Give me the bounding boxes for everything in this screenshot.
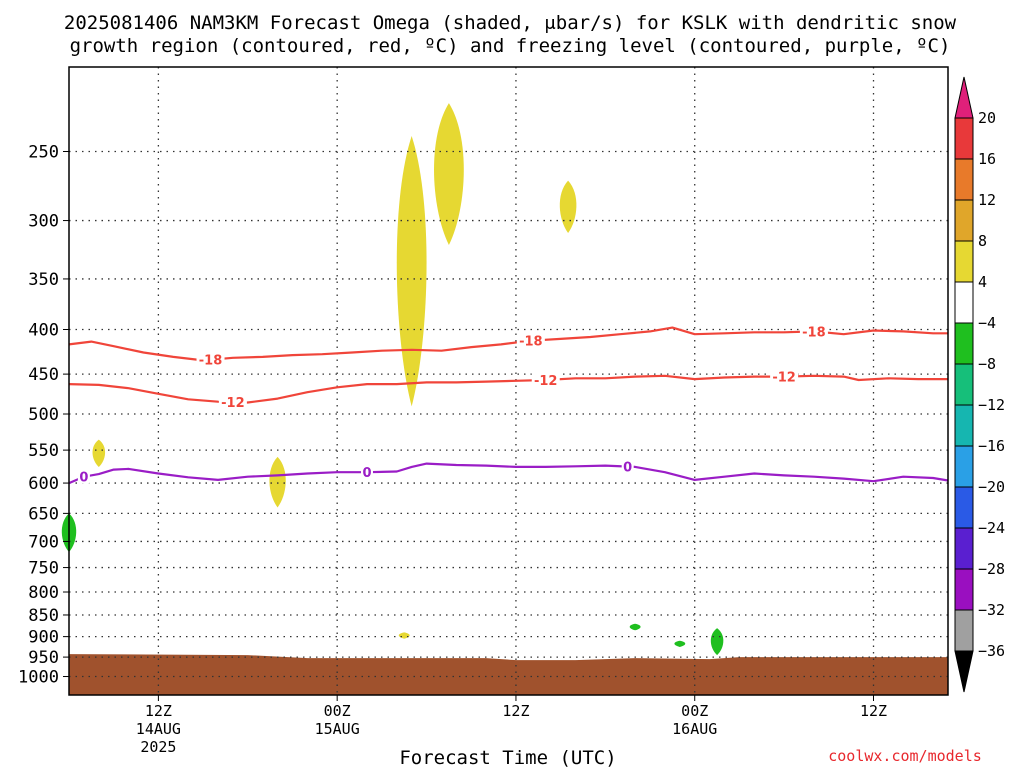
contour-label-bg (77, 469, 90, 484)
x-tick-label: 12Z (860, 702, 887, 720)
contour-label-bg (218, 395, 247, 410)
colorbar-box (954, 281, 974, 324)
contour-label-bg (516, 333, 545, 348)
contour-label: -12 (772, 371, 796, 386)
colorbar-label: 16 (978, 150, 996, 168)
colorbar-label: −28 (978, 560, 1005, 578)
y-tick-label: 550 (28, 441, 59, 461)
omega-region (434, 103, 464, 245)
plot-area: 2503003504004505005506006507007508008509… (18, 66, 949, 756)
y-tick-label: 450 (28, 365, 59, 385)
colorbar-label: 4 (978, 273, 987, 291)
colorbar-label: −24 (978, 519, 1005, 537)
x-tick-year: 2025 (140, 738, 176, 756)
y-tick-label: 900 (28, 628, 59, 648)
y-tick-label: 250 (28, 143, 59, 163)
y-tick-label: 500 (28, 405, 59, 425)
y-tick-label: 600 (28, 474, 59, 494)
y-tick-label: 350 (28, 270, 59, 290)
contour-label-bg (621, 459, 634, 474)
colorbar-label: −8 (978, 355, 996, 373)
omega-region (398, 632, 410, 639)
colorbar: 20 16 12 8 4 −4 −8 −12 −16 −20 −24 −28 −32 −36 (954, 76, 1005, 693)
colorbar-bottom-arrow (954, 650, 974, 693)
chart-title-line2: growth region (contoured, red, ºC) and f… (70, 35, 951, 57)
colorbar-label: −36 (978, 642, 1005, 660)
y-tick-label: 400 (28, 321, 59, 341)
omega-region (396, 136, 427, 407)
contour-label-bg (360, 465, 373, 480)
colorbar-label: 20 (978, 109, 996, 127)
colorbar-box (954, 404, 974, 447)
x-tick-label: 00Z (681, 702, 708, 720)
x-tick-label: 12Z (502, 702, 529, 720)
contour-label-bg (196, 352, 225, 367)
contour-label: -12 (221, 396, 245, 411)
omega-region (710, 628, 724, 656)
x-axis-label: Forecast Time (UTC) (399, 747, 616, 768)
colorbar-box (954, 363, 974, 406)
y-tick-label: 1000 (18, 668, 59, 688)
contour-label: 0 (79, 471, 88, 486)
contour-label: -18 (802, 325, 826, 340)
y-tick-label: 850 (28, 606, 59, 626)
colorbar-box (954, 609, 974, 652)
x-tick-date: 14AUG (136, 720, 181, 738)
colorbar-box (954, 240, 974, 283)
colorbar-label: −16 (978, 437, 1005, 455)
omega-region (629, 623, 641, 631)
omega-region (92, 439, 106, 467)
contour-label-bg (770, 369, 799, 384)
colorbar-label: 12 (978, 191, 996, 209)
omega-region (674, 640, 686, 647)
x-tick-label: 00Z (324, 702, 351, 720)
x-tick-date: 16AUG (672, 720, 717, 738)
colorbar-label: −12 (978, 396, 1005, 414)
contour-label-bg (799, 324, 828, 339)
colorbar-box (954, 486, 974, 529)
colorbar-box (954, 117, 974, 160)
y-tick-label: 300 (28, 212, 59, 232)
colorbar-label: −4 (978, 314, 996, 332)
colorbar-box (954, 445, 974, 488)
omega-region (269, 456, 286, 508)
omega-region (559, 180, 577, 233)
y-tick-label: 750 (28, 559, 59, 579)
credit-link[interactable]: coolwx.com/models (828, 747, 982, 765)
colorbar-label: −32 (978, 601, 1005, 619)
colorbar-box (954, 568, 974, 611)
colorbar-top-arrow (954, 76, 974, 119)
colorbar-box (954, 199, 974, 242)
colorbar-box (954, 527, 974, 570)
chart-title-line1: 2025081406 NAM3KM Forecast Omega (shaded… (64, 12, 957, 34)
y-tick-label: 700 (28, 532, 59, 552)
contour-line (68, 374, 948, 404)
colorbar-label: −20 (978, 478, 1005, 496)
y-tick-label: 650 (28, 504, 59, 524)
contour-label: -18 (199, 354, 223, 369)
y-tick-label: 950 (28, 648, 59, 668)
x-tick-label: 12Z (145, 702, 172, 720)
contour-label: 0 (362, 466, 371, 481)
contour-label: 0 (623, 461, 632, 476)
x-tick-date: 15AUG (315, 720, 360, 738)
contour-label: -12 (534, 374, 558, 389)
plot-frame (68, 66, 949, 696)
terrain-fill (69, 654, 948, 695)
y-tick-label: 800 (28, 583, 59, 603)
contour-label-bg (531, 372, 560, 387)
colorbar-box (954, 158, 974, 201)
contour-line (68, 462, 949, 485)
contour-label: -18 (519, 335, 543, 350)
colorbar-label: 8 (978, 232, 987, 250)
colorbar-box (954, 322, 974, 365)
